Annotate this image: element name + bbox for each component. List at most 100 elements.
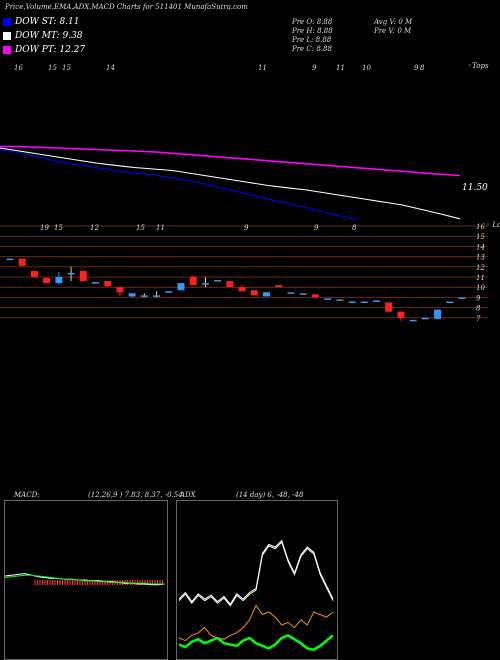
candle-body xyxy=(92,282,100,284)
ohlc-high: Pre H: 8.88 xyxy=(292,27,333,35)
price-tick-label: 12 xyxy=(476,264,485,272)
adx-series-line xyxy=(178,604,334,642)
candle-body xyxy=(238,287,246,292)
price-date-label: 19 xyxy=(40,224,49,232)
price-date-label: 9 xyxy=(314,224,319,232)
candle-body xyxy=(214,280,222,282)
candle-body xyxy=(311,294,319,298)
pre-volume: Pre V: 0 M xyxy=(374,27,412,35)
candle-body xyxy=(385,302,393,312)
candle-body xyxy=(336,299,344,301)
candle-body xyxy=(30,270,38,277)
candle-body xyxy=(128,293,136,297)
ema-date-label: 8 xyxy=(420,64,425,72)
legend-dow-mt: DOW MT: 9.38 xyxy=(3,31,83,41)
legend-swatch-white xyxy=(3,32,11,40)
price-date-label: 12 xyxy=(90,224,99,232)
candle-body xyxy=(165,291,173,293)
price-tick-label: 11 xyxy=(476,274,485,282)
candle-body xyxy=(153,295,161,297)
ema-date-label: 15 xyxy=(62,64,71,72)
candle-body xyxy=(263,292,271,297)
ema-series-line xyxy=(0,145,461,177)
ema-date-label: 15 xyxy=(48,64,57,72)
price-tick-label: 15 xyxy=(476,233,485,241)
price-date-label: 15 xyxy=(136,224,145,232)
lows-label: ◦ Lows xyxy=(486,221,500,229)
ema-date-label: 11 xyxy=(336,64,345,72)
candle-body xyxy=(201,283,209,285)
candle-body xyxy=(116,287,124,293)
price-chart: 16 15 14 13 12 11 10 9 8 7 19 15 12 15 11 9 9 8 ◦ Lows xyxy=(0,221,500,323)
candle-body xyxy=(275,285,283,288)
candle-body xyxy=(226,281,234,288)
candle-body xyxy=(43,278,51,284)
ema-series-line xyxy=(0,147,461,220)
price-tick-label: 13 xyxy=(476,254,485,262)
price-tick-label: 16 xyxy=(476,223,485,231)
price-tick-label: 8 xyxy=(476,305,481,313)
tops-label: ◦Tops xyxy=(468,62,489,70)
candle-body xyxy=(360,301,368,303)
avg-volume: Avg V: 0 M xyxy=(374,18,413,26)
candle-body xyxy=(287,292,295,294)
candle-body xyxy=(79,270,87,282)
candle-body xyxy=(67,272,75,275)
legend-label-dow-mt: DOW MT: 9.38 xyxy=(15,31,83,41)
candle-body xyxy=(6,258,14,261)
candle-body xyxy=(104,281,112,287)
ema-chart: 16 15 15 14 11 9 11 10 9 8 ◦Tops 11.50 xyxy=(0,62,489,220)
price-date-label: 8 xyxy=(352,224,357,232)
candle-body xyxy=(189,277,197,286)
candle-body xyxy=(299,293,307,295)
adx-params: (14 day) 6, -48, -48 xyxy=(236,491,304,499)
ema-date-label: 14 xyxy=(106,64,115,72)
candle-body xyxy=(397,311,405,318)
ema-series-line xyxy=(0,148,361,220)
price-date-label: 9 xyxy=(244,224,249,232)
candle-body xyxy=(372,300,380,302)
chart-title: Price,Volume,EMA,ADX,MACD Charts for 511… xyxy=(5,3,248,11)
macd-title: MACD: xyxy=(14,491,40,499)
adx-title: ADX xyxy=(180,491,196,499)
candle-body xyxy=(421,317,429,320)
candle-body xyxy=(250,290,258,296)
macd-params: (12,26,9 ) 7.83, 8.37, -0.54 xyxy=(88,491,183,499)
ohlc-close: Pre C: 8.88 xyxy=(292,45,332,53)
candle-body xyxy=(18,258,26,266)
ema-date-label: 16 xyxy=(14,64,23,72)
adx-chart xyxy=(176,500,338,660)
last-price-label: 11.50 xyxy=(462,183,488,193)
legend-label-dow-st: DOW ST: 8.11 xyxy=(15,17,80,27)
candle-body xyxy=(177,283,185,291)
legend-label-dow-pt: DOW PT: 12.27 xyxy=(15,45,86,55)
legend-dow-pt: DOW PT: 12.27 xyxy=(3,45,85,55)
legend-dow-st: DOW ST: 8.11 xyxy=(3,17,80,27)
price-date-label: 15 xyxy=(54,224,63,232)
ohlc-open: Pre O: 8.88 xyxy=(292,18,333,26)
ema-date-label: 10 xyxy=(362,64,371,72)
price-tick-label: 10 xyxy=(476,284,485,292)
legend-swatch-blue xyxy=(3,18,11,26)
ema-date-label: 9 xyxy=(414,64,419,72)
candle-body xyxy=(348,301,356,303)
candle-body xyxy=(434,309,442,319)
candle-body xyxy=(458,297,466,299)
ohlc-low: Pre L: 8.88 xyxy=(292,36,332,44)
price-date-label: 11 xyxy=(156,224,165,232)
candle-body xyxy=(55,277,63,284)
adx-series-line xyxy=(178,634,334,652)
ema-date-label: 9 xyxy=(312,64,317,72)
price-tick-label: 7 xyxy=(476,315,481,323)
candle-body xyxy=(140,295,148,297)
candle-body xyxy=(324,298,332,300)
price-tick-label: 9 xyxy=(476,294,481,302)
adx-series-line xyxy=(178,541,334,607)
legend-swatch-magenta xyxy=(3,46,11,54)
ema-date-label: 11 xyxy=(258,64,267,72)
macd-series-line xyxy=(5,574,165,585)
macd-chart xyxy=(4,500,168,660)
candle-body xyxy=(446,301,454,303)
price-tick-label: 14 xyxy=(476,243,485,251)
candle-body xyxy=(409,319,417,322)
